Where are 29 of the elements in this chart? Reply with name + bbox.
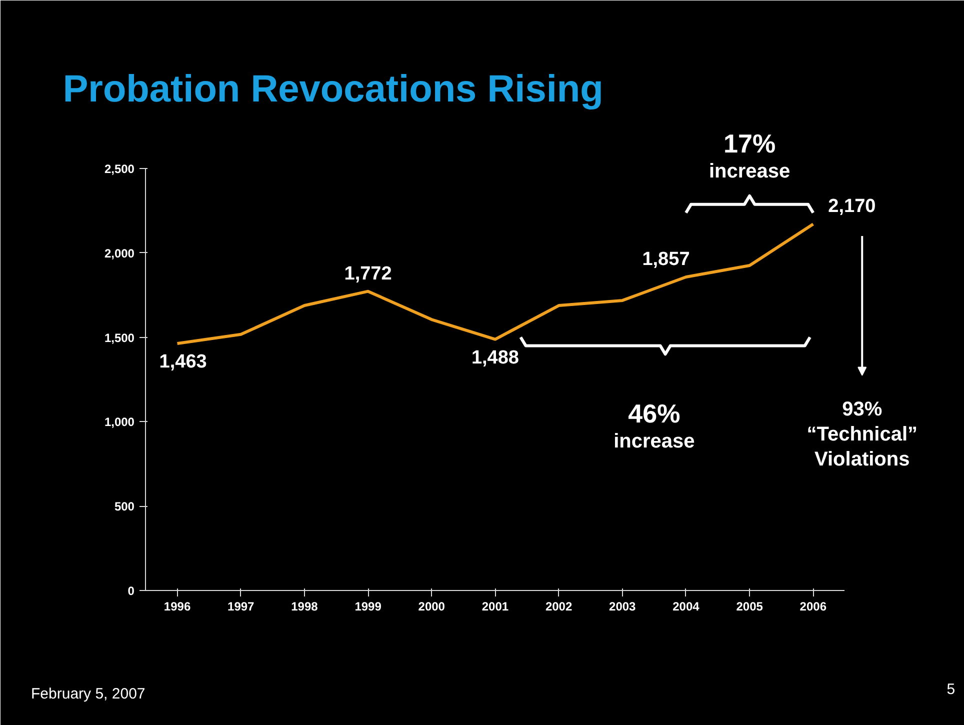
data-label: 1,488 (471, 347, 519, 368)
data-label: 1,463 (159, 352, 207, 373)
y-tick-label: 2,500 (104, 162, 135, 176)
x-tick-label: 2003 (609, 599, 636, 614)
text: February 5, 2007 (31, 685, 146, 702)
x-tick-label: 2001 (482, 599, 509, 614)
x-tick-label: 1998 (291, 599, 318, 614)
x-tick-label: 1996 (164, 599, 191, 614)
data-label: 1,772 (344, 263, 392, 284)
x-tick-label: 2002 (545, 599, 572, 614)
y-tick-label: 1,500 (104, 330, 135, 345)
annotation: 46% increase (614, 398, 695, 452)
annotation: 17% increase (708, 128, 790, 182)
x-tick-label: 2006 (800, 599, 827, 614)
y-tick-label: 0 (128, 584, 135, 598)
y-tick-label: 1,000 (104, 415, 135, 430)
x-tick-label: 2000 (418, 599, 446, 614)
data-label: 1,857 (642, 248, 690, 270)
line-series (176, 222, 815, 346)
x-tick-label: 1997 (228, 599, 255, 614)
x-tick-label: 2004 (672, 599, 700, 614)
annotation: 93% “Technical” Violations (806, 398, 918, 470)
x-tick-label: 1999 (354, 599, 382, 614)
y-tick-label: 500 (114, 500, 135, 514)
chart-title: Probation Revocations Rising (62, 68, 604, 111)
y-tick-label: 2,000 (104, 246, 135, 260)
x-tick-label: 2005 (736, 599, 764, 614)
data-label: 2,170 (828, 196, 876, 218)
text: 5 (946, 680, 956, 698)
